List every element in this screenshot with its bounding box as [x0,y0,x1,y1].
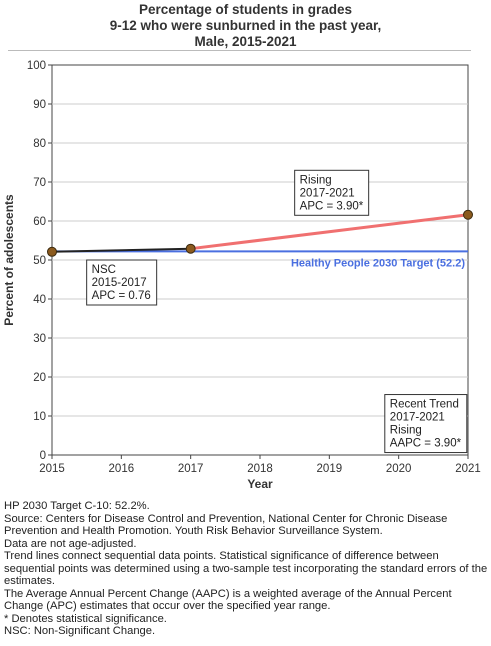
annotation-rising-line-2: 2017-2021 [300,187,355,199]
y-tick-label-100: 100 [27,60,46,72]
series-lines [51,213,470,253]
x-tick-label-2019: 2019 [317,463,343,475]
target-label: Healthy People 2030 Target (52.2) [291,257,465,269]
annotation-nsc-line-1: NSC [92,264,116,276]
y-tick-label-60: 60 [33,216,46,228]
data-point-2017[interactable] [185,243,196,254]
title-divider [8,50,471,51]
y-tick-label-50: 50 [33,255,46,267]
chart-title-line-3: Male, 2015-2021 [194,34,297,49]
x-tick-label-2021: 2021 [455,463,481,475]
annotation-recent-line-2: 2017-2021 [390,412,445,424]
target-group: Healthy People 2030 Target (52.2) [52,250,468,269]
data-point-2021[interactable] [463,209,473,220]
chart-title-line-2: 9-12 who were sunburned in the past year… [109,18,382,33]
footnotes: HP 2030 Target C-10: 52.2%. Source: Cente… [4,500,488,638]
x-tick-label-2016: 2016 [109,463,135,475]
y-tick-label-90: 90 [33,99,46,111]
x-axis-ticks: 2015 2016 2017 2018 2019 2020 2021 [39,455,481,475]
y-tick-label-40: 40 [33,294,46,306]
annotation-rising-line-3: APC = 3.90* [300,200,364,212]
trend-segment-2017-2021 [189,213,470,251]
y-tick-label-0: 0 [40,450,46,462]
data-point-2015[interactable] [47,246,57,257]
trend-segment-2015-2017 [51,247,192,253]
data-points [47,209,473,257]
y-tick-label-20: 20 [33,372,46,384]
annotation-rising-line-1: Rising [300,174,332,186]
footnote-5: The Average Annual Percent Change (AAPC)… [4,587,452,613]
annotation-nsc-line-2: 2015-2017 [92,277,147,289]
footnote-2: Source: Centers for Disease Control and … [4,512,448,538]
annotation-recent-line-3: Rising [390,425,422,437]
chart-title-line-1: Percentage of students in grades [138,2,353,17]
x-axis-label: Year [247,477,273,491]
footnote-7: NSC: Non-Significant Change. [4,625,156,637]
annotation-nsc-line-3: APC = 0.76 [92,290,151,302]
footnote-3: Data are not age-adjusted. [4,537,137,550]
x-tick-label-2020: 2020 [386,463,412,475]
annotation-nsc-box [86,259,158,306]
annotation-recent-line-4: AAPC = 3.90* [390,438,462,450]
x-tick-label-2015: 2015 [39,463,65,475]
footnote-1: HP 2030 Target C-10: 52.2%. [4,500,150,512]
annotation-recent-line-1: Recent Trend [390,399,459,411]
y-tick-label-70: 70 [33,177,46,189]
footnote-6: * Denotes statistical significance. [4,612,167,625]
chart-title: Percentage of students in grades 9-12 wh… [0,2,491,50]
y-tick-label-30: 30 [33,333,46,345]
y-axis-ticks: 0 10 20 30 40 50 60 70 80 90 100 [27,60,52,462]
y-axis-label: Percent of adolescents [2,194,16,326]
annotation-recent-box [384,394,468,454]
x-tick-label-2017: 2017 [178,463,204,475]
footnote-4: Trend lines connect sequential data poin… [4,550,488,587]
x-tick-label-2018: 2018 [247,463,273,475]
annotation-rising-box [294,169,370,216]
y-tick-label-80: 80 [33,138,46,150]
y-tick-label-10: 10 [33,411,46,423]
